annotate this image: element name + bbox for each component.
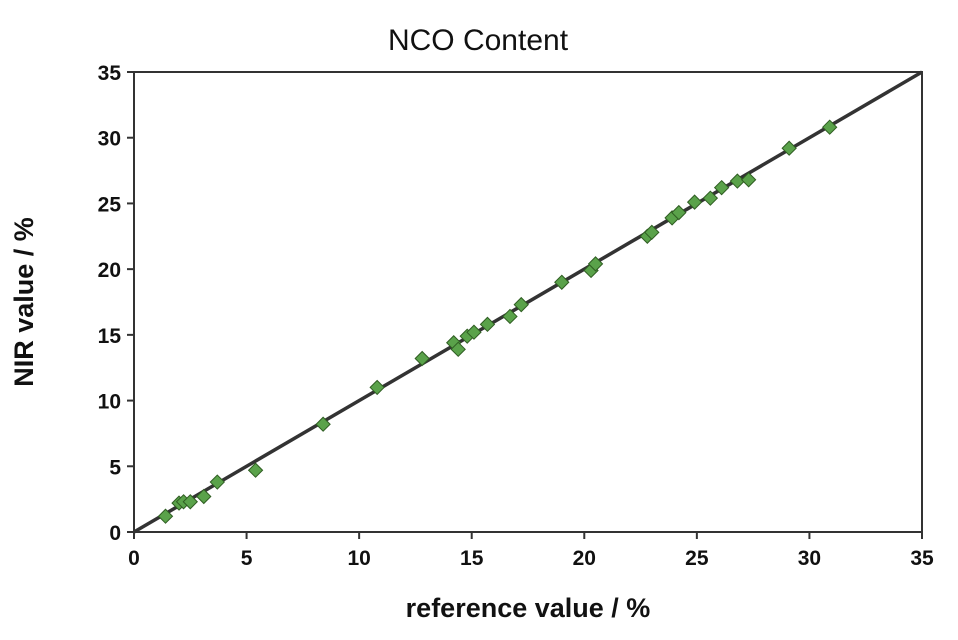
x-tick-label: 0 [128,547,140,570]
data-point [182,494,198,510]
x-axis-ticks: 0 5 10 15 20 25 30 35 [128,532,934,570]
y-axis-label: NIR value / % [9,217,39,387]
x-tick-label: 15 [460,547,484,570]
x-tick-label: 35 [910,547,934,570]
data-point [466,324,482,340]
plot-area [133,71,923,533]
data-point [740,172,757,188]
data-point [414,350,430,367]
y-tick-label: 5 [109,456,121,479]
y-tick-label: 25 [98,193,122,216]
data-point [479,316,496,333]
data-point [702,190,719,206]
data-point [587,256,604,272]
data-point [369,379,385,396]
chart-title: NCO Content [388,24,569,57]
x-tick-label: 5 [241,547,253,570]
data-point [781,140,797,156]
data-point [196,488,212,505]
data-point [450,341,466,358]
data-point [821,119,838,135]
x-tick-label: 10 [347,547,370,570]
data-point [157,508,174,524]
data-point [686,194,703,210]
x-axis-label: reference value / % [406,593,651,623]
data-point [513,296,529,313]
data-points [157,119,838,524]
y-tick-label: 20 [98,259,121,282]
x-tick-label: 25 [685,547,709,570]
data-point [713,179,730,196]
y-tick-label: 15 [98,325,122,348]
data-point [209,474,226,490]
data-point [671,204,687,221]
x-tick-label: 20 [573,547,596,570]
y-tick-label: 35 [98,62,122,85]
y-tick-label: 0 [109,522,121,545]
data-point [247,462,264,478]
data-point [315,416,331,432]
data-point [554,274,570,290]
reference-line [133,70,923,534]
y-axis-ticks: 0 5 10 15 20 25 30 35 [98,62,134,545]
x-tick-label: 30 [798,547,821,570]
data-point [644,224,660,241]
y-tick-label: 10 [98,391,121,414]
y-tick-label: 30 [98,128,121,151]
data-point [502,308,518,325]
